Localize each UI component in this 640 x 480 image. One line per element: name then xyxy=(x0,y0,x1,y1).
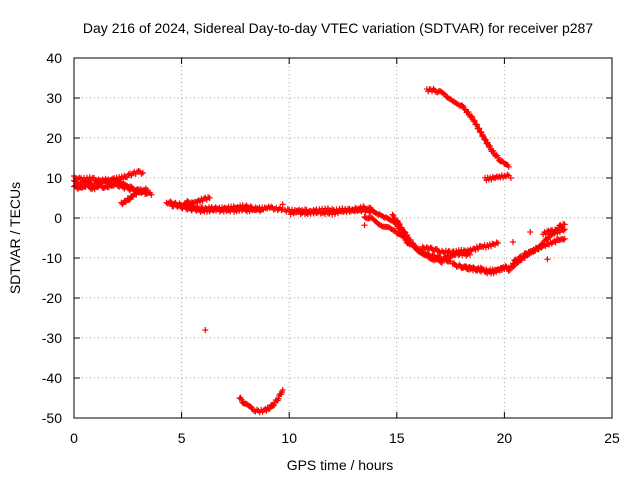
x-tick-label: 20 xyxy=(497,430,513,446)
data-point xyxy=(279,201,286,208)
data-point xyxy=(561,226,568,233)
data-point xyxy=(561,235,568,242)
data-point xyxy=(524,251,531,258)
data-point xyxy=(560,227,567,234)
y-tick-labels: -50 -40 -30 -20 -10 0 10 20 30 40 xyxy=(42,50,62,426)
data-point xyxy=(256,208,263,215)
y-tick-label: 40 xyxy=(46,50,62,66)
data-point xyxy=(510,260,517,267)
data-point xyxy=(206,195,213,201)
data-point xyxy=(545,234,552,241)
x-tick-label: 0 xyxy=(70,430,78,446)
x-axis-label: GPS time / hours xyxy=(287,457,394,473)
data-point xyxy=(94,184,101,191)
data-point xyxy=(476,125,483,132)
data-point xyxy=(556,229,563,236)
data-point xyxy=(389,211,396,218)
data-point xyxy=(473,121,480,128)
data-point xyxy=(461,106,468,113)
data-point xyxy=(505,163,512,170)
data-point xyxy=(200,195,207,202)
data-point xyxy=(396,220,403,227)
data-point xyxy=(544,256,551,263)
data-point xyxy=(275,395,282,402)
data-point xyxy=(125,171,132,178)
data-point xyxy=(469,113,476,120)
data-point xyxy=(490,147,497,154)
data-point xyxy=(202,327,209,333)
y-tick-label: -10 xyxy=(42,250,62,266)
y-tick-label: 20 xyxy=(46,130,62,146)
data-points xyxy=(71,85,568,416)
data-point xyxy=(482,136,489,143)
data-point xyxy=(265,406,272,413)
data-point xyxy=(360,203,367,210)
data-point xyxy=(475,246,482,253)
y-tick-label: -50 xyxy=(42,410,62,426)
data-point xyxy=(398,224,405,231)
grid-lines xyxy=(74,58,612,418)
data-point xyxy=(471,117,478,124)
y-tick-label: 10 xyxy=(46,170,62,186)
data-point xyxy=(148,191,155,198)
data-point xyxy=(238,396,245,403)
data-point xyxy=(560,236,567,243)
data-point xyxy=(486,143,493,150)
chart-title: Day 216 of 2024, Sidereal Day-to-day VTE… xyxy=(83,20,593,36)
data-point xyxy=(361,222,368,229)
data-point xyxy=(271,401,278,408)
data-point xyxy=(258,207,265,213)
data-point xyxy=(465,109,472,116)
y-axis-label: SDTVAR / TECUs xyxy=(7,182,23,294)
data-point xyxy=(440,90,447,97)
data-point xyxy=(506,267,513,274)
x-tick-label: 10 xyxy=(281,430,297,446)
x-tick-labels: 0 5 10 15 20 25 xyxy=(70,430,620,446)
data-point xyxy=(505,267,512,274)
data-point xyxy=(404,235,411,241)
data-point xyxy=(122,199,129,206)
y-tick-label: -40 xyxy=(42,370,62,386)
axis-ticks xyxy=(73,57,613,419)
data-point xyxy=(144,187,151,193)
data-point xyxy=(402,229,409,236)
x-tick-label: 15 xyxy=(389,430,405,446)
data-point xyxy=(279,387,286,393)
data-point xyxy=(254,205,261,212)
data-point xyxy=(270,402,277,409)
data-point xyxy=(527,229,534,235)
data-point xyxy=(494,240,501,247)
data-point xyxy=(459,102,466,109)
data-point xyxy=(438,259,445,266)
y-tick-label: 30 xyxy=(46,90,62,106)
data-point xyxy=(510,239,517,245)
data-point xyxy=(437,259,444,266)
x-tick-label: 25 xyxy=(604,430,620,446)
data-point xyxy=(139,169,146,176)
y-tick-label: 0 xyxy=(54,210,62,226)
data-point xyxy=(507,175,514,181)
data-point xyxy=(544,236,551,243)
data-point xyxy=(401,228,408,235)
data-point xyxy=(125,196,132,203)
data-point xyxy=(466,251,473,258)
data-point xyxy=(417,246,424,253)
data-point xyxy=(552,239,559,246)
x-tick-label: 5 xyxy=(178,430,186,446)
data-point xyxy=(268,203,275,210)
y-tick-label: -30 xyxy=(42,330,62,346)
data-point xyxy=(266,405,273,412)
y-tick-label: -20 xyxy=(42,290,62,306)
plot-frame xyxy=(73,57,613,419)
